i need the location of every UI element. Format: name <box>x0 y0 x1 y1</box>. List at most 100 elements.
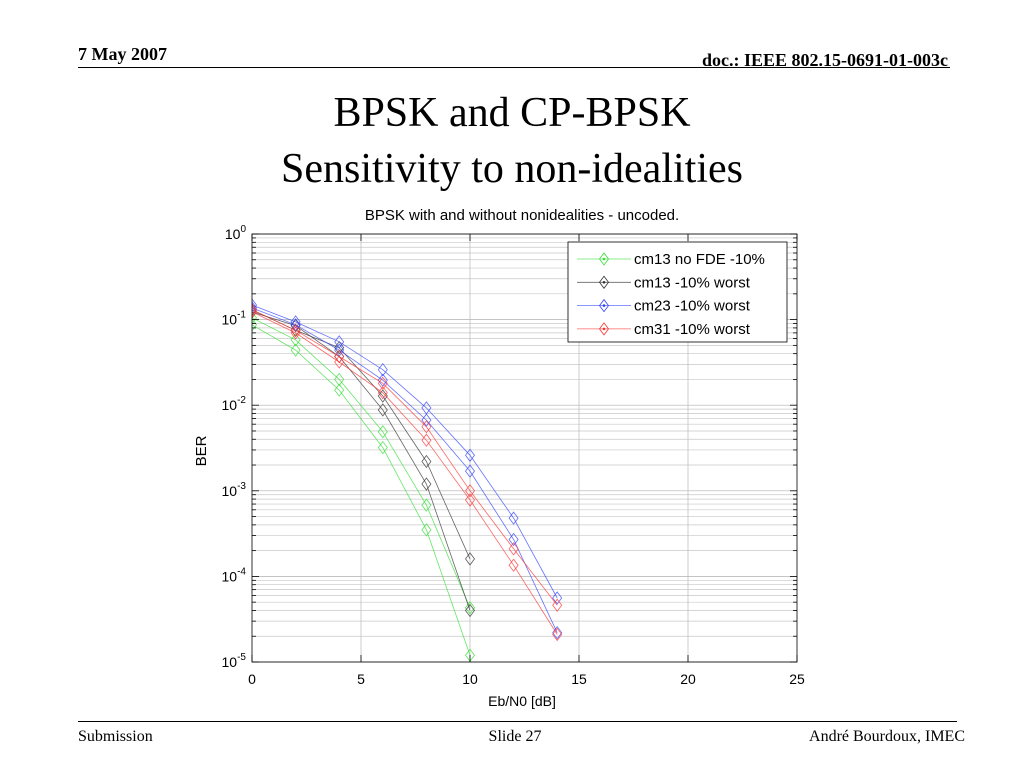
legend-entry: cm13 -10% worst <box>577 274 751 291</box>
data-point-marker <box>252 311 257 325</box>
chart-title: BPSK with and without nonidealities - un… <box>365 207 679 224</box>
data-point-marker <box>334 349 345 364</box>
y-tick-label-base: 10 <box>225 226 241 242</box>
series-line <box>252 309 471 560</box>
series-1 <box>252 311 475 662</box>
data-point-marker <box>377 403 388 417</box>
data-point-marker <box>421 401 432 415</box>
series-line <box>252 309 558 606</box>
data-point-marker <box>421 498 432 512</box>
y-tick-label: 10-2 <box>222 395 247 413</box>
legend-marker-dot <box>602 327 606 331</box>
plot-frame <box>251 233 798 663</box>
y-tick-label: 100 <box>225 224 247 242</box>
data-point-marker <box>290 318 301 333</box>
slide-title-line1: BPSK and CP-BPSK <box>333 90 691 136</box>
data-point-marker <box>290 323 301 337</box>
y-tick-label: 10-1 <box>222 310 247 328</box>
data-point-marker <box>465 493 475 507</box>
data-point-marker <box>290 323 301 337</box>
y-tick-label-exponent: -4 <box>237 566 246 577</box>
legend-label: cm13 -10% worst <box>634 274 751 291</box>
legend: cm13 no FDE -10% cm13 -10% worst cm23 -10%… <box>567 241 788 343</box>
data-point-marker <box>252 305 257 319</box>
data-point-marker <box>252 305 257 319</box>
series-line <box>252 317 471 608</box>
data-point-marker <box>377 376 388 391</box>
y-tick-label-exponent: -1 <box>237 310 246 321</box>
data-point-marker <box>290 333 301 347</box>
data-point-marker <box>465 601 475 615</box>
legend-entry: cm13 no FDE -10% <box>577 251 765 268</box>
y-tick-label: 10-5 <box>222 652 247 670</box>
series-line <box>252 304 558 599</box>
data-point-marker <box>252 303 257 317</box>
data-point-marker <box>377 373 388 387</box>
series-line <box>252 311 471 611</box>
x-tick-label: 5 <box>357 671 365 687</box>
data-point-marker <box>252 318 257 332</box>
data-point-marker <box>334 335 345 349</box>
data-point-marker <box>552 626 563 640</box>
data-point-marker <box>252 301 257 315</box>
data-point-marker <box>290 318 301 332</box>
x-tick-label: 0 <box>248 671 256 687</box>
data-point-marker <box>465 603 475 618</box>
header-doc-id: doc.: IEEE 802.15-0691-01-003c <box>702 50 948 70</box>
legend-marker <box>599 298 609 313</box>
data-point-marker <box>552 591 563 605</box>
data-point-marker <box>465 648 475 662</box>
data-point-marker <box>334 343 345 357</box>
x-tick-label: 15 <box>571 671 587 687</box>
data-point-marker <box>421 433 432 447</box>
data-point-marker <box>377 363 388 377</box>
data-point-marker <box>508 532 519 547</box>
legend-marker-dot <box>602 304 606 307</box>
header-date: 7 May 2007 <box>78 44 167 64</box>
data-point-marker <box>421 523 432 537</box>
series-line <box>252 324 471 656</box>
data-point-marker <box>377 425 388 439</box>
y-tick-label-exponent: 0 <box>240 224 246 235</box>
data-point-marker <box>465 464 475 478</box>
y-tick-label-exponent: -5 <box>237 652 246 663</box>
data-point-marker <box>508 542 519 556</box>
slide-title-line2: Sensitivity to non-idealities <box>281 146 743 192</box>
y-axis-label: BER <box>193 435 210 466</box>
data-point-marker <box>252 298 257 312</box>
series-2 <box>252 303 475 618</box>
legend-marker-dot <box>602 281 606 284</box>
data-point-marker <box>377 440 388 455</box>
y-tick-label-base: 10 <box>222 312 238 328</box>
legend-label: cm23 -10% worst <box>634 298 751 315</box>
header-rule <box>78 67 950 68</box>
footer-author: André Bourdoux, IMEC <box>809 728 965 745</box>
axis-ticks <box>251 233 798 663</box>
y-tick-label-exponent: -2 <box>237 395 246 406</box>
data-point-marker <box>421 413 432 427</box>
data-point-marker <box>334 383 345 397</box>
data-point-marker <box>508 511 519 525</box>
data-point-marker <box>334 372 345 387</box>
legend-entry: cm31 -10% worst <box>577 321 751 338</box>
legend-label: cm31 -10% worst <box>634 321 751 338</box>
data-point-marker <box>552 598 563 612</box>
x-tick-label: 25 <box>789 671 805 687</box>
x-tick-label: 20 <box>680 671 696 687</box>
data-point-marker <box>465 552 475 566</box>
legend-label: cm13 no FDE -10% <box>634 251 765 268</box>
data-point-marker <box>465 484 475 498</box>
series-line <box>252 311 558 635</box>
y-tick-label-base: 10 <box>222 483 238 499</box>
y-tick-label-base: 10 <box>222 397 238 413</box>
legend-marker <box>599 275 609 289</box>
grid <box>252 233 797 663</box>
y-tick-label-base: 10 <box>222 654 238 670</box>
y-tick-label-base: 10 <box>222 568 238 584</box>
data-point-marker <box>421 477 432 491</box>
data-point-marker <box>290 326 301 340</box>
data-point-marker <box>377 389 388 403</box>
data-point-marker <box>252 303 257 317</box>
